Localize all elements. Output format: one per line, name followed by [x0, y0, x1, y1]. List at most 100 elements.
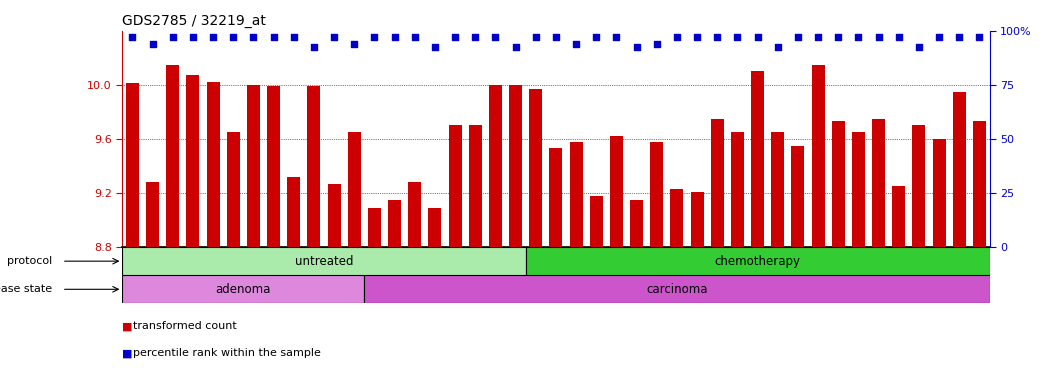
Point — [528, 35, 545, 41]
Point — [406, 35, 423, 41]
Bar — [122, 275, 364, 303]
Bar — [650, 142, 663, 247]
Bar — [267, 86, 280, 247]
Point — [386, 35, 403, 41]
Bar — [711, 119, 724, 247]
Bar — [812, 65, 825, 247]
Point — [608, 35, 625, 41]
Point — [891, 35, 908, 41]
Point — [547, 35, 564, 41]
Bar — [166, 65, 180, 247]
Point — [164, 35, 181, 41]
Bar — [893, 186, 905, 247]
Bar — [409, 182, 421, 247]
Bar — [932, 139, 946, 247]
Bar — [589, 196, 603, 247]
Bar — [691, 192, 703, 247]
Point — [850, 35, 867, 41]
Text: GDS2785 / 32219_at: GDS2785 / 32219_at — [122, 14, 266, 28]
Bar — [469, 126, 482, 247]
Bar — [952, 91, 966, 247]
Point — [688, 35, 705, 41]
Bar — [509, 85, 522, 247]
Bar — [186, 75, 199, 247]
Point — [789, 35, 807, 41]
Bar — [751, 71, 764, 247]
Bar — [146, 182, 160, 247]
Point — [769, 44, 786, 50]
Bar — [307, 86, 320, 247]
Bar — [832, 121, 845, 247]
Bar — [449, 126, 462, 247]
Bar — [388, 200, 401, 247]
Text: ■: ■ — [122, 321, 133, 331]
Point — [447, 35, 464, 41]
Bar — [913, 126, 926, 247]
Bar — [348, 132, 361, 247]
Point — [184, 35, 201, 41]
Text: chemotherapy: chemotherapy — [715, 255, 800, 268]
Bar — [126, 83, 139, 247]
Point — [830, 35, 847, 41]
Bar — [247, 85, 260, 247]
Text: untreated: untreated — [295, 255, 353, 268]
Bar — [227, 132, 239, 247]
Bar — [670, 189, 683, 247]
Point — [567, 41, 584, 47]
Point — [366, 35, 383, 41]
Point — [911, 44, 928, 50]
Point — [265, 35, 282, 41]
Bar — [610, 136, 624, 247]
Bar — [731, 132, 744, 247]
Point — [729, 35, 746, 41]
Point — [709, 35, 726, 41]
Point — [346, 41, 363, 47]
Text: protocol: protocol — [6, 256, 52, 266]
Bar — [792, 146, 804, 247]
Point — [487, 35, 504, 41]
Point — [467, 35, 484, 41]
Bar — [368, 208, 381, 247]
Bar — [328, 184, 340, 247]
Bar — [972, 121, 986, 247]
Point — [951, 35, 968, 41]
Text: percentile rank within the sample: percentile rank within the sample — [133, 348, 321, 358]
Point — [587, 35, 604, 41]
Text: transformed count: transformed count — [133, 321, 237, 331]
Point — [144, 41, 161, 47]
Bar — [206, 82, 219, 247]
Point — [749, 35, 766, 41]
Point — [427, 44, 444, 50]
Bar — [852, 132, 865, 247]
Bar — [364, 275, 990, 303]
Point — [508, 44, 525, 50]
Point — [123, 35, 140, 41]
Point — [810, 35, 827, 41]
Text: ■: ■ — [122, 348, 133, 358]
Bar — [122, 247, 526, 275]
Bar — [872, 119, 885, 247]
Bar — [569, 142, 583, 247]
Bar — [549, 148, 563, 247]
Bar — [771, 132, 784, 247]
Point — [668, 35, 685, 41]
Point — [285, 35, 302, 41]
Point — [648, 41, 665, 47]
Point — [204, 35, 221, 41]
Point — [245, 35, 262, 41]
Bar — [287, 177, 300, 247]
Point — [305, 44, 322, 50]
Point — [870, 35, 887, 41]
Bar — [529, 89, 543, 247]
Bar — [488, 85, 502, 247]
Point — [628, 44, 645, 50]
Text: disease state: disease state — [0, 284, 52, 294]
Point — [225, 35, 242, 41]
Point — [931, 35, 948, 41]
Point — [971, 35, 988, 41]
Point — [326, 35, 343, 41]
Bar — [526, 247, 990, 275]
Bar — [630, 200, 643, 247]
Text: adenoma: adenoma — [216, 283, 271, 296]
Text: carcinoma: carcinoma — [646, 283, 708, 296]
